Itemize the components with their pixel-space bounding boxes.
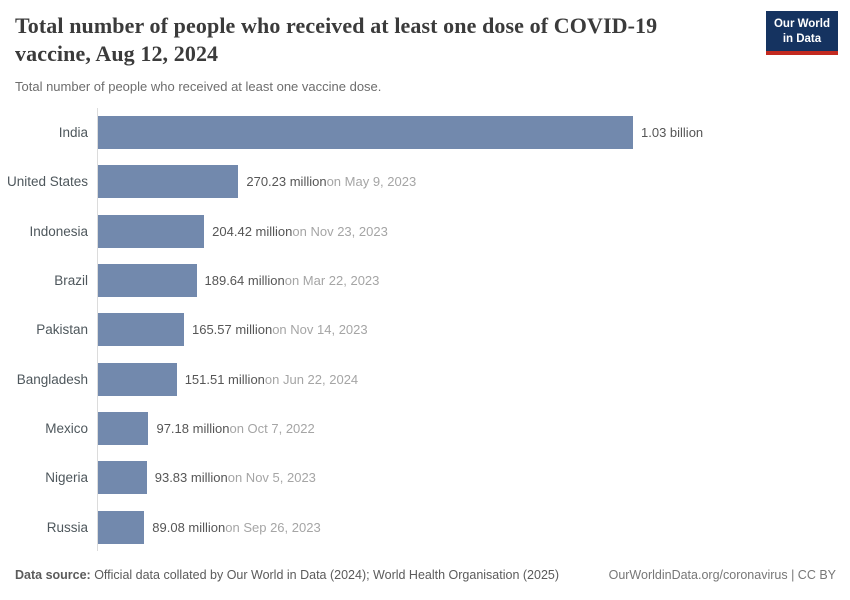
value-date-text: on Nov 14, 2023 [272,322,368,338]
country-label: India [58,125,88,141]
value-date-text: on Sep 26, 2023 [225,519,321,535]
value-label: 97.18 millionon Oct 7, 2022 [156,421,314,436]
value-date-text: on May 9, 2023 [326,174,417,190]
country-label: Mexico [45,420,88,436]
owid-logo[interactable]: Our World in Data [765,11,838,55]
chart-footer: Data source: Official data collated by O… [15,568,836,582]
value-label: 151.51 millionon Jun 22, 2024 [185,372,358,387]
data-source-note: Data source: Official data collated by O… [15,568,559,582]
bar-row-russia: Russia 89.08 millionon Sep 26, 2023 [0,502,850,551]
value-date-text: on Nov 5, 2023 [227,470,316,486]
country-label: Indonesia [29,223,88,239]
country-label: Russia [46,519,88,535]
value-text: 270.23 million [246,174,327,190]
country-label: Nigeria [45,470,88,486]
value-label: 89.08 millionon Sep 26, 2023 [152,520,320,535]
value-label: 204.42 millionon Nov 23, 2023 [212,224,388,239]
bar[interactable] [98,116,633,150]
country-label: Brazil [54,273,88,289]
bar[interactable] [98,362,177,396]
value-label: 189.64 millionon Mar 22, 2023 [205,273,380,288]
bar[interactable] [98,461,147,495]
y-axis-line [97,108,98,551]
data-source-text: Official data collated by Our World in D… [90,568,560,582]
value-label: 165.57 millionon Nov 14, 2023 [192,322,368,337]
value-date-text: on Nov 23, 2023 [292,223,388,239]
bar-row-brazil: Brazil 189.64 millionon Mar 22, 2023 [0,256,850,305]
bar-row-bangladesh: Bangladesh 151.51 millionon Jun 22, 2024 [0,354,850,403]
bar[interactable] [98,214,205,248]
bar[interactable] [98,264,197,298]
value-label: 270.23 millionon May 9, 2023 [246,174,416,189]
value-label: 93.83 millionon Nov 5, 2023 [155,470,316,485]
chart-subtitle: Total number of people who received at l… [15,78,382,94]
owid-logo-line2: in Data [782,32,822,45]
attribution-link[interactable]: OurWorldinData.org/coronavirus | CC BY [608,568,836,582]
bar-row-nigeria: Nigeria 93.83 millionon Nov 5, 2023 [0,453,850,502]
value-text: 165.57 million [191,322,273,338]
value-text: 1.03 billion [641,125,704,141]
bar-row-united-states: United States 270.23 millionon May 9, 20… [0,157,850,206]
bar-row-indonesia: Indonesia 204.42 millionon Nov 23, 2023 [0,207,850,256]
bar-row-india: India 1.03 billion [0,108,850,157]
value-text: 93.83 million [154,470,228,486]
chart-header: Total number of people who received at l… [15,12,750,94]
value-text: 151.51 million [184,371,265,387]
value-text: 204.42 million [212,223,293,239]
bar-chart-plot: India 1.03 billion United States 270.23 … [0,108,850,552]
bar-row-pakistan: Pakistan 165.57 millionon Nov 14, 2023 [0,305,850,354]
bar[interactable] [98,411,149,445]
value-text: 189.64 million [204,273,285,289]
bar-row-mexico: Mexico 97.18 millionon Oct 7, 2022 [0,404,850,453]
country-label: Bangladesh [16,371,88,387]
value-text: 89.08 million [152,519,226,535]
chart-title: Total number of people who received at l… [15,13,658,66]
bar[interactable] [98,510,145,544]
country-label: United States [6,174,88,190]
owid-logo-line1: Our World [773,18,830,30]
value-label: 1.03 billion [641,125,703,140]
value-date-text: on Jun 22, 2024 [264,371,359,387]
value-text: 97.18 million [156,420,230,436]
country-label: Pakistan [36,322,88,338]
value-date-text: on Mar 22, 2023 [284,273,380,289]
bar[interactable] [98,313,184,347]
bar[interactable] [98,165,239,199]
value-date-text: on Oct 7, 2022 [229,420,315,436]
data-source-label: Data source: [15,568,91,582]
